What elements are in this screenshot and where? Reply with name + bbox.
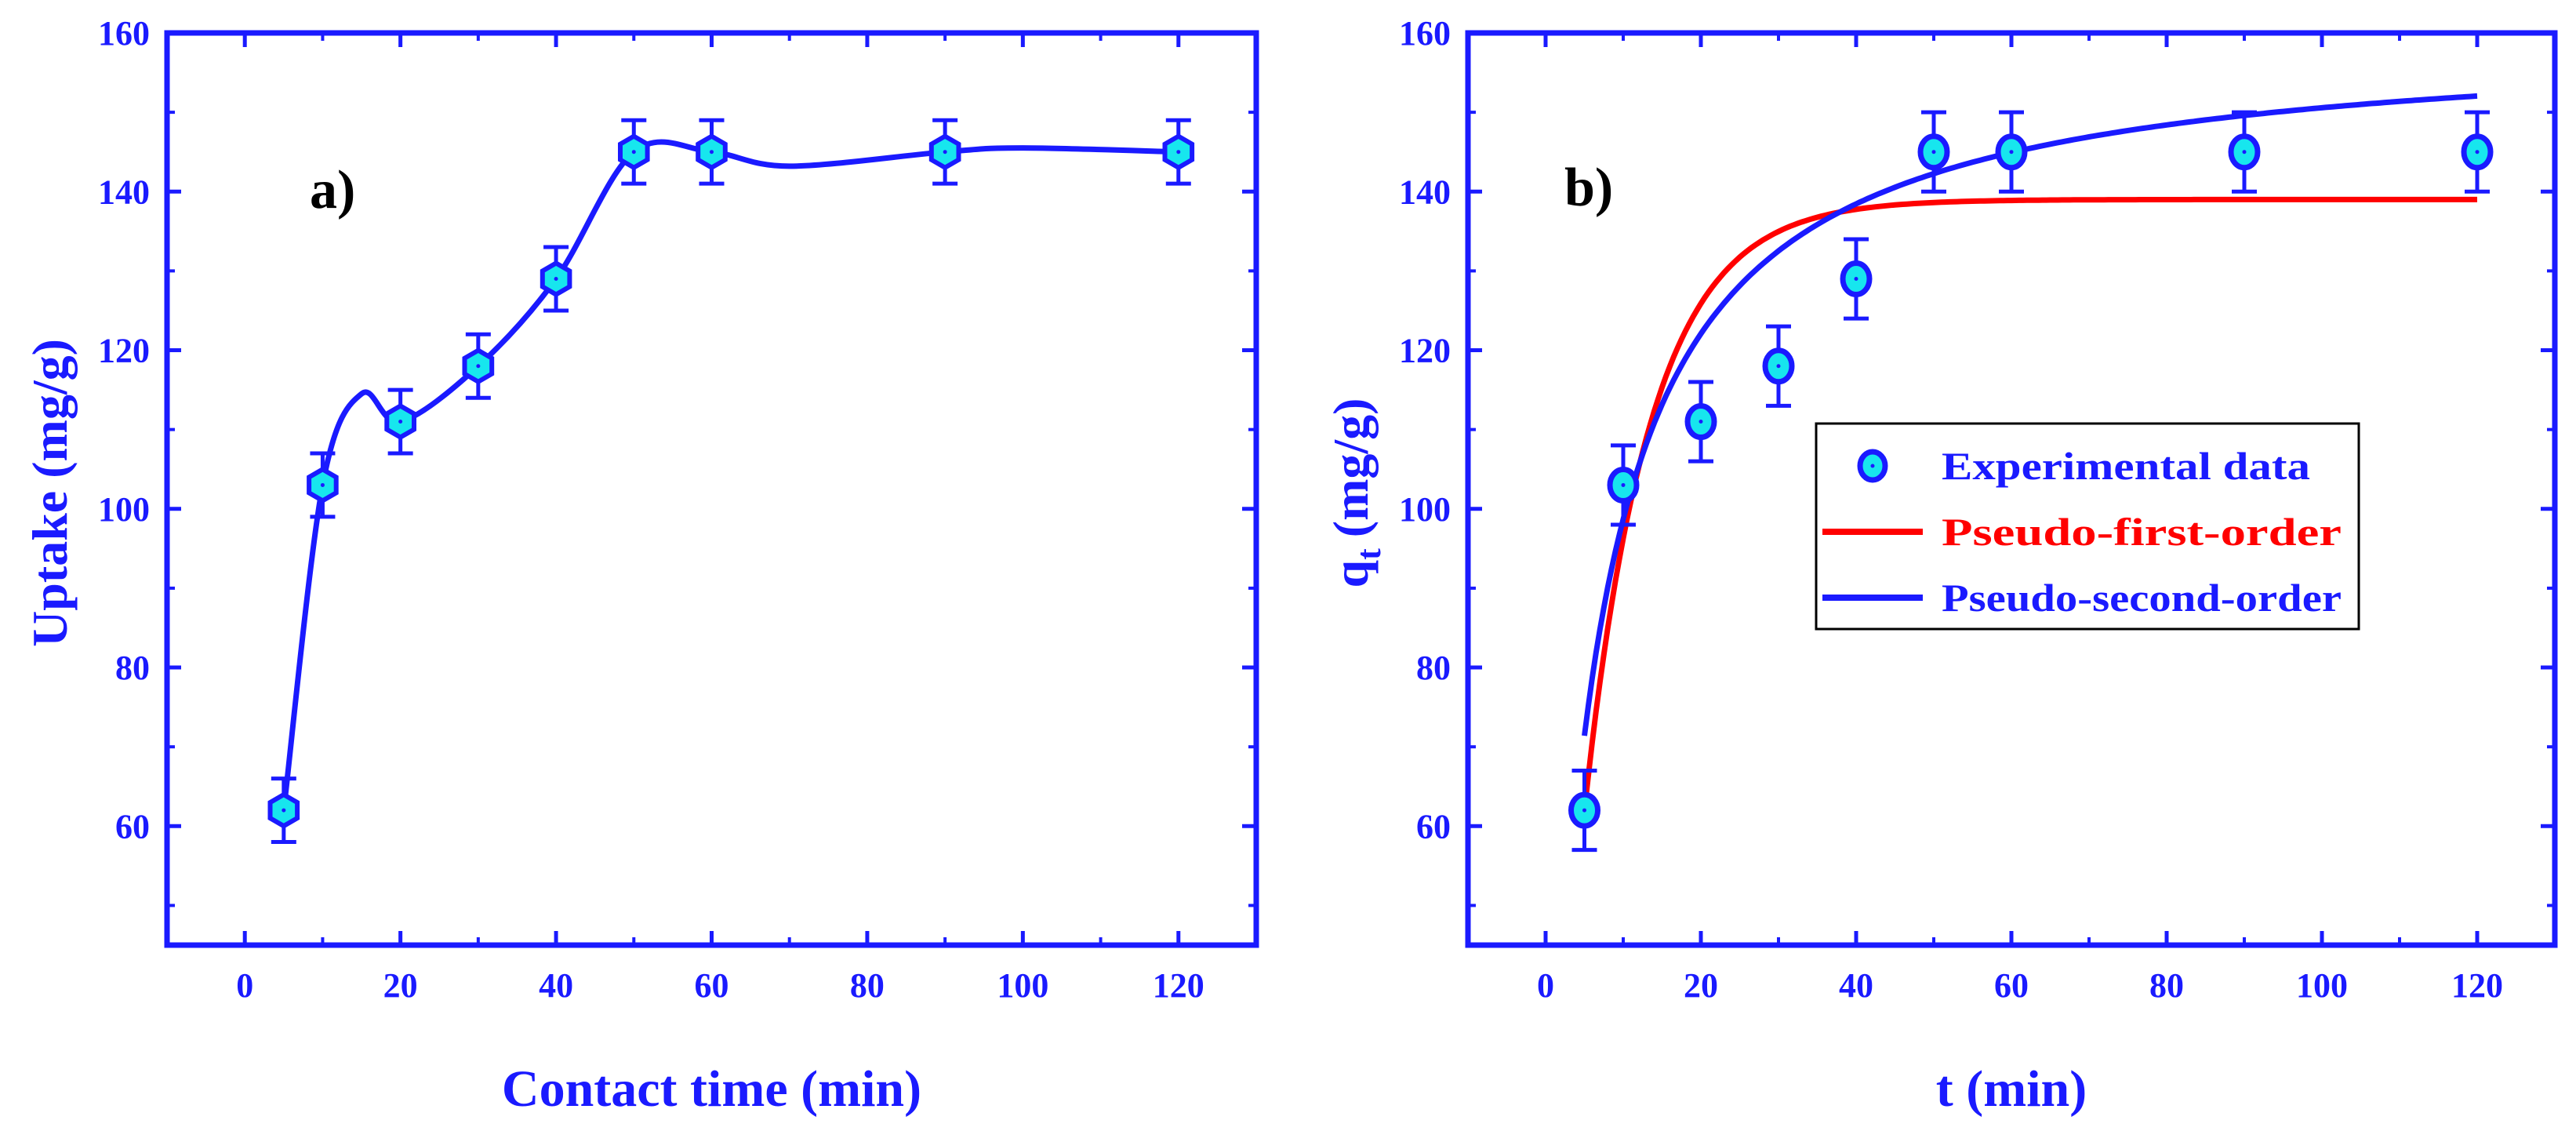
y-tick-label: 160	[1399, 14, 1451, 53]
y-axis-title: qt (mg/g)	[1323, 398, 1388, 588]
y-tick-label: 140	[98, 173, 150, 211]
y-tick-label: 60	[1416, 807, 1451, 846]
x-tick-label: 100	[997, 966, 1048, 1005]
data-point-center	[2475, 150, 2480, 155]
data-point-center	[1854, 277, 1858, 282]
x-tick-label: 20	[383, 966, 418, 1005]
data-point-center	[1699, 420, 1703, 424]
x-axis-title: t (min)	[1936, 1060, 2087, 1118]
y-axis-title-symbol: q	[1323, 560, 1379, 588]
y-tick-label: 100	[1399, 490, 1451, 529]
y-axis-title-subscript: t	[1350, 548, 1388, 560]
x-tick-label: 0	[236, 966, 253, 1005]
data-point-center	[631, 150, 636, 155]
data-point-center	[282, 808, 286, 813]
x-tick-label: 120	[2451, 966, 2503, 1005]
data-point-center	[398, 420, 403, 424]
x-tick-label: 100	[2296, 966, 2348, 1005]
x-tick-label: 0	[1537, 966, 1554, 1005]
x-tick-label: 40	[1839, 966, 1873, 1005]
data-point-center	[1621, 482, 1626, 487]
panel-label: a)	[310, 160, 355, 220]
y-axis-title: Uptake (mg/g)	[22, 339, 78, 647]
data-point-center	[710, 150, 714, 155]
x-tick-label: 60	[695, 966, 729, 1005]
pso-model-line	[1582, 93, 2478, 736]
panel-b-kinetics-chart: 0 20 40 60 80 100 120 60 80 100 120 140 160 t (min) qt…	[1323, 14, 2558, 1118]
legend-label: Pseudo-first-order	[1942, 510, 2342, 554]
data-point-center	[1176, 150, 1181, 155]
data-point-center	[2242, 150, 2247, 155]
x-tick-label: 80	[850, 966, 885, 1005]
x-tick-label: 60	[1994, 966, 2029, 1005]
data-point-center	[1582, 808, 1586, 813]
y-tick-label: 120	[1399, 332, 1451, 370]
y-tick-label: 120	[98, 332, 150, 370]
legend-label: Pseudo-second-order	[1942, 576, 2342, 620]
y-tick-label: 100	[98, 490, 150, 529]
y-tick-label: 140	[1399, 173, 1451, 211]
smooth-curve-line	[281, 139, 1179, 811]
y-tick-label: 60	[115, 807, 150, 846]
panel-a-uptake-chart: 0 20 40 60 80 100 120 60 80 100 120 140 160 Contact t…	[22, 14, 1259, 1118]
data-point-center	[2009, 150, 2014, 155]
data-point-center	[476, 364, 481, 369]
y-tick-label: 80	[1416, 649, 1451, 687]
data-point-center	[943, 150, 947, 155]
data-point-center	[320, 482, 325, 487]
y-tick-label: 80	[115, 649, 150, 687]
pfo-model-line	[1582, 196, 2477, 811]
data-point-center	[1931, 150, 1936, 155]
data-point-center	[1776, 364, 1781, 369]
y-axis-title-unit: (mg/g)	[1323, 398, 1379, 538]
legend-label: Experimental data	[1942, 444, 2310, 488]
data-point-center	[554, 277, 558, 282]
x-axis-title: Contact time (min)	[502, 1060, 921, 1118]
x-tick-label: 80	[2149, 966, 2184, 1005]
y-axis-title-text: Uptake (mg/g)	[22, 339, 78, 647]
legend: Experimental data Pseudo-first-order Pseud…	[1815, 422, 2360, 631]
x-tick-label: 40	[539, 966, 573, 1005]
panel-label: b)	[1564, 158, 1613, 218]
legend-marker-center	[1870, 464, 1875, 468]
y-tick-label: 160	[98, 14, 150, 53]
x-tick-label: 120	[1153, 966, 1204, 1005]
x-tick-label: 20	[1684, 966, 1718, 1005]
